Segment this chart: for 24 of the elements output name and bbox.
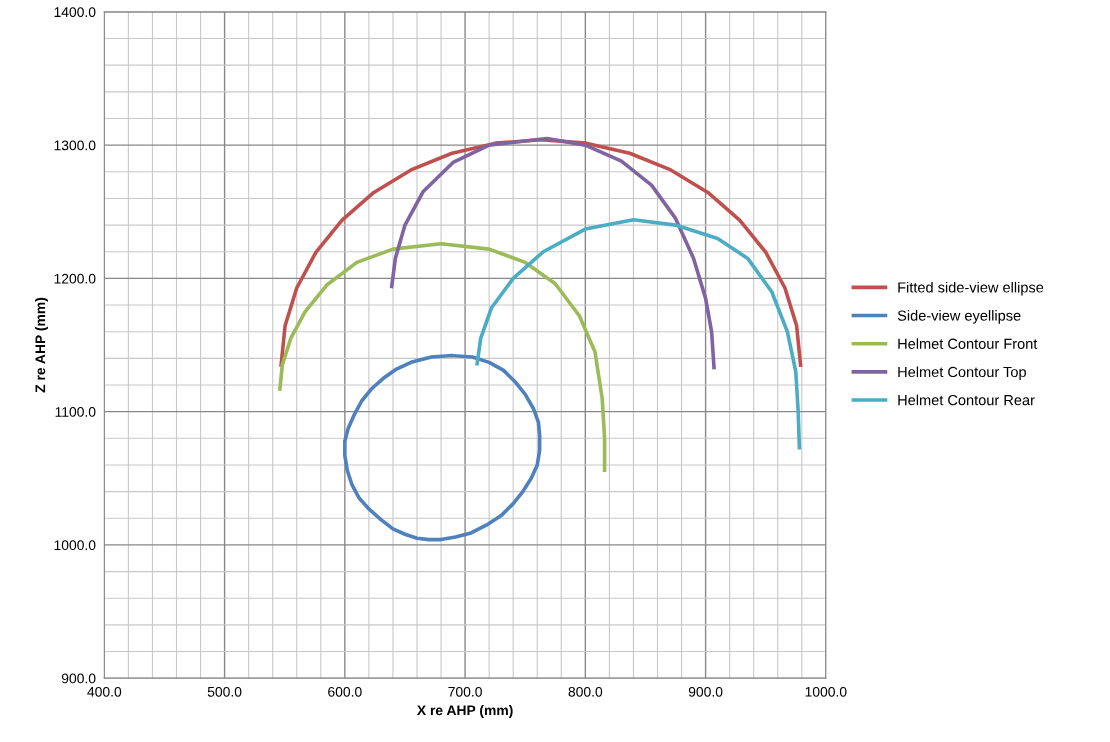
y-tick-label: 1300.0 (54, 140, 96, 151)
legend-label: Side-view eyellipse (897, 310, 1021, 324)
y-tick-label: 1200.0 (54, 273, 96, 284)
y-tick-label: 900.0 (61, 673, 96, 684)
line-series (389, 136, 716, 370)
legend-label: Helmet Contour Front (898, 338, 1038, 349)
y-tick-label: 1100.0 (55, 407, 96, 417)
legend-label: Fitted side-view ellipse (898, 281, 1044, 296)
legend-label: Helmet Contour Rear (898, 394, 1035, 406)
x-tick-label: 1000.0 (805, 686, 847, 697)
x-tick-label: 800.0 (568, 686, 603, 697)
line-series (278, 241, 607, 473)
x-axis-title: X re AHP (mm) (416, 705, 513, 718)
line-series (475, 217, 802, 450)
y-tick-label: 1400.0 (54, 7, 96, 18)
x-tick-label: 900.0 (688, 686, 723, 697)
x-tick-label: 600.0 (328, 686, 362, 697)
x-tick-label: 500.0 (207, 686, 242, 697)
x-tick-label: 700.0 (448, 686, 482, 697)
x-tick-label: 400.0 (87, 686, 122, 697)
y-axis-title: Z re AHP (mm) (35, 297, 48, 393)
y-tick-label: 1000.0 (54, 540, 96, 551)
line-series (343, 353, 542, 542)
legend-label: Helmet Contour Top (898, 366, 1026, 380)
